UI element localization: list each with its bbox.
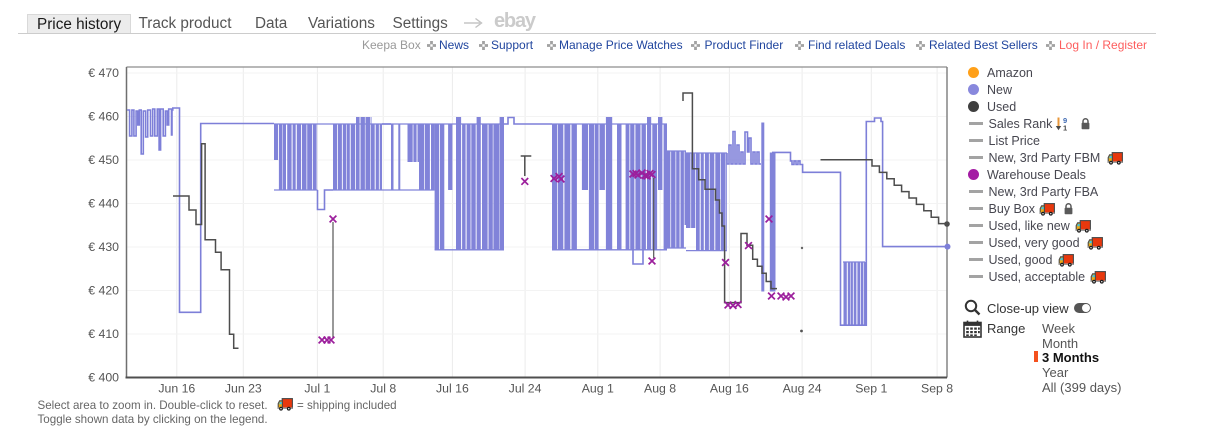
svg-text:9: 9 (1063, 117, 1067, 125)
svg-text:€ 430: € 430 (88, 240, 119, 254)
svg-text:€ 460: € 460 (88, 110, 119, 124)
svg-text:Jul 8: Jul 8 (370, 382, 396, 396)
svg-text:Aug 24: Aug 24 (783, 382, 822, 396)
svg-text:€ 440: € 440 (88, 197, 119, 211)
svg-text:Jul 24: Jul 24 (509, 382, 542, 396)
svg-text:Sep 1: Sep 1 (855, 382, 887, 396)
svg-text:€ 470: € 470 (88, 66, 119, 80)
svg-text:Jul 1: Jul 1 (304, 382, 330, 396)
svg-text:€ 450: € 450 (88, 153, 119, 167)
svg-text:Jul 16: Jul 16 (436, 382, 469, 396)
svg-text:€ 410: € 410 (88, 327, 119, 341)
svg-text:Aug 1: Aug 1 (582, 382, 614, 396)
svg-text:Jun 23: Jun 23 (225, 382, 262, 396)
svg-text:€ 400: € 400 (88, 371, 119, 385)
svg-text:Aug 8: Aug 8 (644, 382, 676, 396)
svg-text:€ 420: € 420 (88, 284, 119, 298)
svg-text:Sep 8: Sep 8 (921, 382, 953, 396)
svg-text:Jun 16: Jun 16 (158, 382, 195, 396)
svg-text:1: 1 (1063, 124, 1067, 132)
svg-text:Aug 16: Aug 16 (710, 382, 749, 396)
